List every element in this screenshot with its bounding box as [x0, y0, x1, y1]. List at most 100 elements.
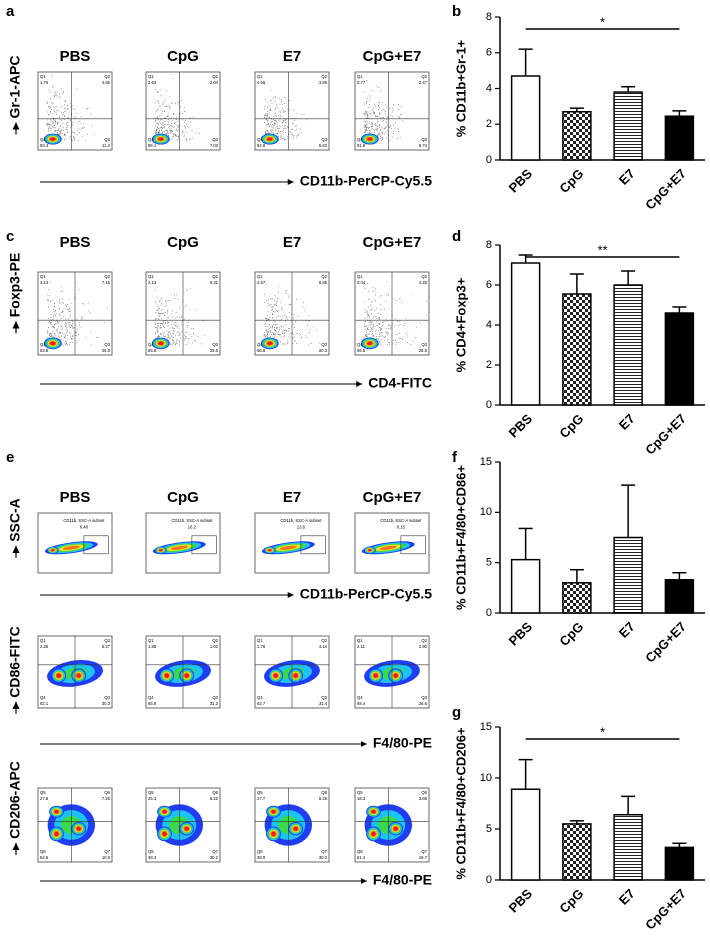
event-dot — [50, 322, 52, 324]
event-dot — [183, 125, 185, 127]
event-dot — [175, 343, 176, 345]
event-dot — [154, 127, 156, 129]
event-dot — [56, 330, 58, 332]
event-dot — [175, 325, 177, 327]
event-dot — [163, 335, 164, 337]
group-label: CpG — [167, 48, 199, 65]
quadrant-name: Q3 — [212, 137, 218, 142]
event-dot — [69, 324, 71, 326]
event-dot — [415, 327, 417, 329]
event-dot — [281, 115, 283, 117]
event-dot — [52, 85, 54, 87]
event-dot — [53, 326, 55, 328]
event-dot — [175, 119, 177, 121]
event-dot — [386, 137, 388, 139]
x-tick-label: PBS — [506, 166, 536, 196]
event-dot — [264, 317, 266, 319]
event-dot — [274, 124, 276, 126]
event-dot — [62, 130, 64, 132]
event-dot — [192, 333, 194, 335]
event-dot — [400, 337, 402, 339]
quadrant-name: Q3 — [104, 695, 110, 700]
event-dot — [286, 340, 288, 342]
event-dot — [274, 329, 275, 331]
event-dot — [286, 126, 288, 128]
event-dot — [284, 138, 285, 140]
event-dot — [274, 311, 276, 313]
event-dot — [271, 103, 273, 104]
event-dot — [277, 333, 279, 335]
event-dot — [172, 328, 174, 330]
event-dot — [274, 300, 276, 302]
event-dot — [162, 124, 164, 126]
event-dot — [365, 129, 367, 131]
event-dot — [168, 123, 170, 125]
event-dot — [70, 335, 72, 337]
event-dot — [389, 342, 390, 344]
x-tick-label: CpG — [556, 166, 586, 196]
gate — [191, 535, 217, 555]
event-dot — [53, 125, 55, 127]
quadrant-value: 36.9 — [257, 855, 266, 860]
event-dot — [274, 304, 276, 306]
event-dot — [395, 343, 397, 345]
event-dot — [63, 302, 64, 304]
event-dot — [375, 288, 376, 290]
event-dot — [282, 103, 283, 105]
flow-y-label: Foxp3-PE — [7, 253, 23, 318]
event-dot — [293, 336, 295, 338]
event-dot — [273, 333, 274, 335]
event-dot — [80, 326, 82, 328]
event-dot — [385, 119, 387, 121]
event-dot — [374, 294, 376, 296]
event-dot — [61, 328, 63, 330]
event-dot — [292, 122, 294, 124]
event-dot — [280, 99, 282, 100]
event-dot — [160, 127, 162, 129]
event-dot — [156, 132, 158, 134]
event-dot — [162, 126, 164, 128]
panel-label: g — [452, 704, 461, 721]
quadrant-name: Q3 — [104, 342, 110, 347]
event-dot — [365, 126, 367, 128]
event-dot — [270, 330, 272, 332]
y-tick-label: 0 — [486, 874, 492, 886]
density-contour — [267, 137, 273, 141]
event-dot — [369, 330, 371, 332]
event-dot — [158, 307, 159, 309]
event-dot — [53, 309, 55, 311]
event-dot — [386, 106, 388, 108]
event-dot — [273, 127, 275, 129]
quadrant-name: Q1 — [257, 638, 263, 643]
event-dot — [296, 129, 297, 131]
event-dot — [172, 336, 174, 338]
event-dot — [367, 130, 369, 131]
event-dot — [275, 127, 277, 129]
event-dot — [401, 339, 403, 341]
event-dot — [87, 107, 88, 109]
event-dot — [54, 120, 56, 122]
event-dot — [406, 333, 407, 334]
event-dot — [186, 304, 187, 306]
event-dot — [386, 126, 388, 128]
quadrant-name: Q4 — [40, 137, 46, 142]
event-dot — [186, 335, 188, 337]
event-dot — [284, 119, 286, 121]
event-dot — [276, 126, 278, 128]
event-dot — [68, 114, 70, 116]
panel-label: a — [6, 3, 15, 20]
event-dot — [184, 334, 186, 336]
event-dot — [160, 122, 161, 124]
event-dot — [158, 124, 159, 126]
event-dot — [58, 300, 60, 302]
event-dot — [95, 337, 97, 339]
event-dot — [184, 332, 186, 334]
event-dot — [93, 134, 95, 136]
event-dot — [176, 343, 178, 345]
event-dot — [378, 338, 380, 340]
event-dot — [58, 320, 60, 322]
density-contour — [170, 545, 188, 550]
quadrant-name: Q4 — [257, 695, 263, 700]
